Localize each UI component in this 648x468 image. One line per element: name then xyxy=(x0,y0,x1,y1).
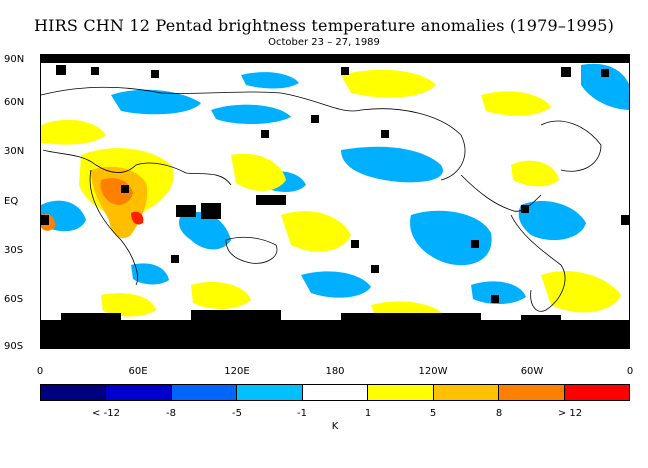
colorbar-unit: K xyxy=(331,421,339,432)
lon-label-0-end: 0 xyxy=(626,366,634,377)
colorbar-segment xyxy=(564,385,629,400)
colorbar-label: 5 xyxy=(429,408,437,419)
lon-label-120e: 120E xyxy=(224,366,250,377)
lat-label-90n: 90N xyxy=(4,54,25,65)
colorbar-label: 1 xyxy=(364,408,372,419)
colorbar-label: 8 xyxy=(495,408,503,419)
colorbar-segment xyxy=(368,385,434,400)
lat-label-30n: 30N xyxy=(4,146,25,157)
colorbar-label: -1 xyxy=(297,408,307,419)
lon-label-120w: 120W xyxy=(418,366,448,377)
colorbar-label: > 12 xyxy=(557,408,583,419)
colorbar-segment xyxy=(302,385,369,400)
lat-label-30s: 30S xyxy=(4,245,24,256)
lon-label-180: 180 xyxy=(325,366,345,377)
colorbar xyxy=(40,384,630,401)
anomaly-map xyxy=(40,54,630,349)
lat-label-60s: 60S xyxy=(4,294,24,305)
colorbar-segment xyxy=(106,385,172,400)
map-canvas xyxy=(41,55,629,348)
lat-label-90s: 90S xyxy=(4,341,24,352)
colorbar-segment xyxy=(41,385,107,400)
colorbar-label: -5 xyxy=(232,408,242,419)
lat-label-60n: 60N xyxy=(4,97,25,108)
colorbar-segment xyxy=(499,385,565,400)
chart-title: HIRS CHN 12 Pentad brightness temperatur… xyxy=(33,16,615,35)
colorbar-segment xyxy=(237,385,303,400)
colorbar-segment xyxy=(433,385,500,400)
lon-label-60w: 60W xyxy=(520,366,544,377)
colorbar-label: -8 xyxy=(166,408,176,419)
colorbar-segment xyxy=(171,385,238,400)
lon-label-60e: 60E xyxy=(128,366,148,377)
chart-subtitle: October 23 – 27, 1989 xyxy=(268,37,380,48)
lon-label-0: 0 xyxy=(36,366,44,377)
colorbar-label: < -12 xyxy=(92,408,120,419)
missing-data-cells xyxy=(41,55,629,348)
lat-label-eq: EQ xyxy=(4,196,19,207)
coastlines xyxy=(41,86,602,312)
